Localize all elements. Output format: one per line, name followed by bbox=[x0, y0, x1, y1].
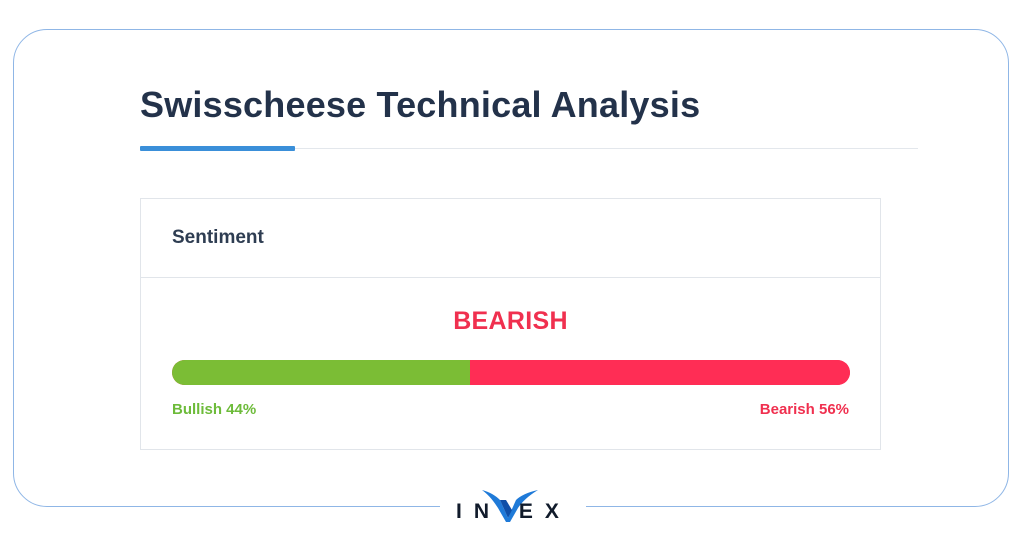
sentiment-card-header: Sentiment bbox=[141, 199, 880, 278]
invex-v-logo-icon bbox=[482, 490, 538, 522]
invex-logo-text: IN EX bbox=[456, 500, 571, 523]
bearish-percentage-label: Bearish 56% bbox=[759, 401, 849, 418]
page-title: Swisscheese Technical Analysis bbox=[140, 84, 701, 125]
invex-logo: IN EX bbox=[440, 488, 586, 528]
sentiment-card: Sentiment BEARISH Bullish 44% Bearish 56… bbox=[140, 198, 881, 450]
sentiment-verdict: BEARISH bbox=[453, 307, 568, 335]
sentiment-bar-bearish-segment bbox=[470, 360, 850, 385]
title-accent-bar bbox=[140, 146, 295, 151]
sentiment-bar-bullish-segment bbox=[172, 360, 471, 385]
sentiment-card-title: Sentiment bbox=[172, 227, 264, 248]
title-divider bbox=[140, 148, 918, 149]
bullish-percentage-label: Bullish 44% bbox=[172, 401, 257, 418]
sentiment-bar bbox=[172, 360, 850, 385]
